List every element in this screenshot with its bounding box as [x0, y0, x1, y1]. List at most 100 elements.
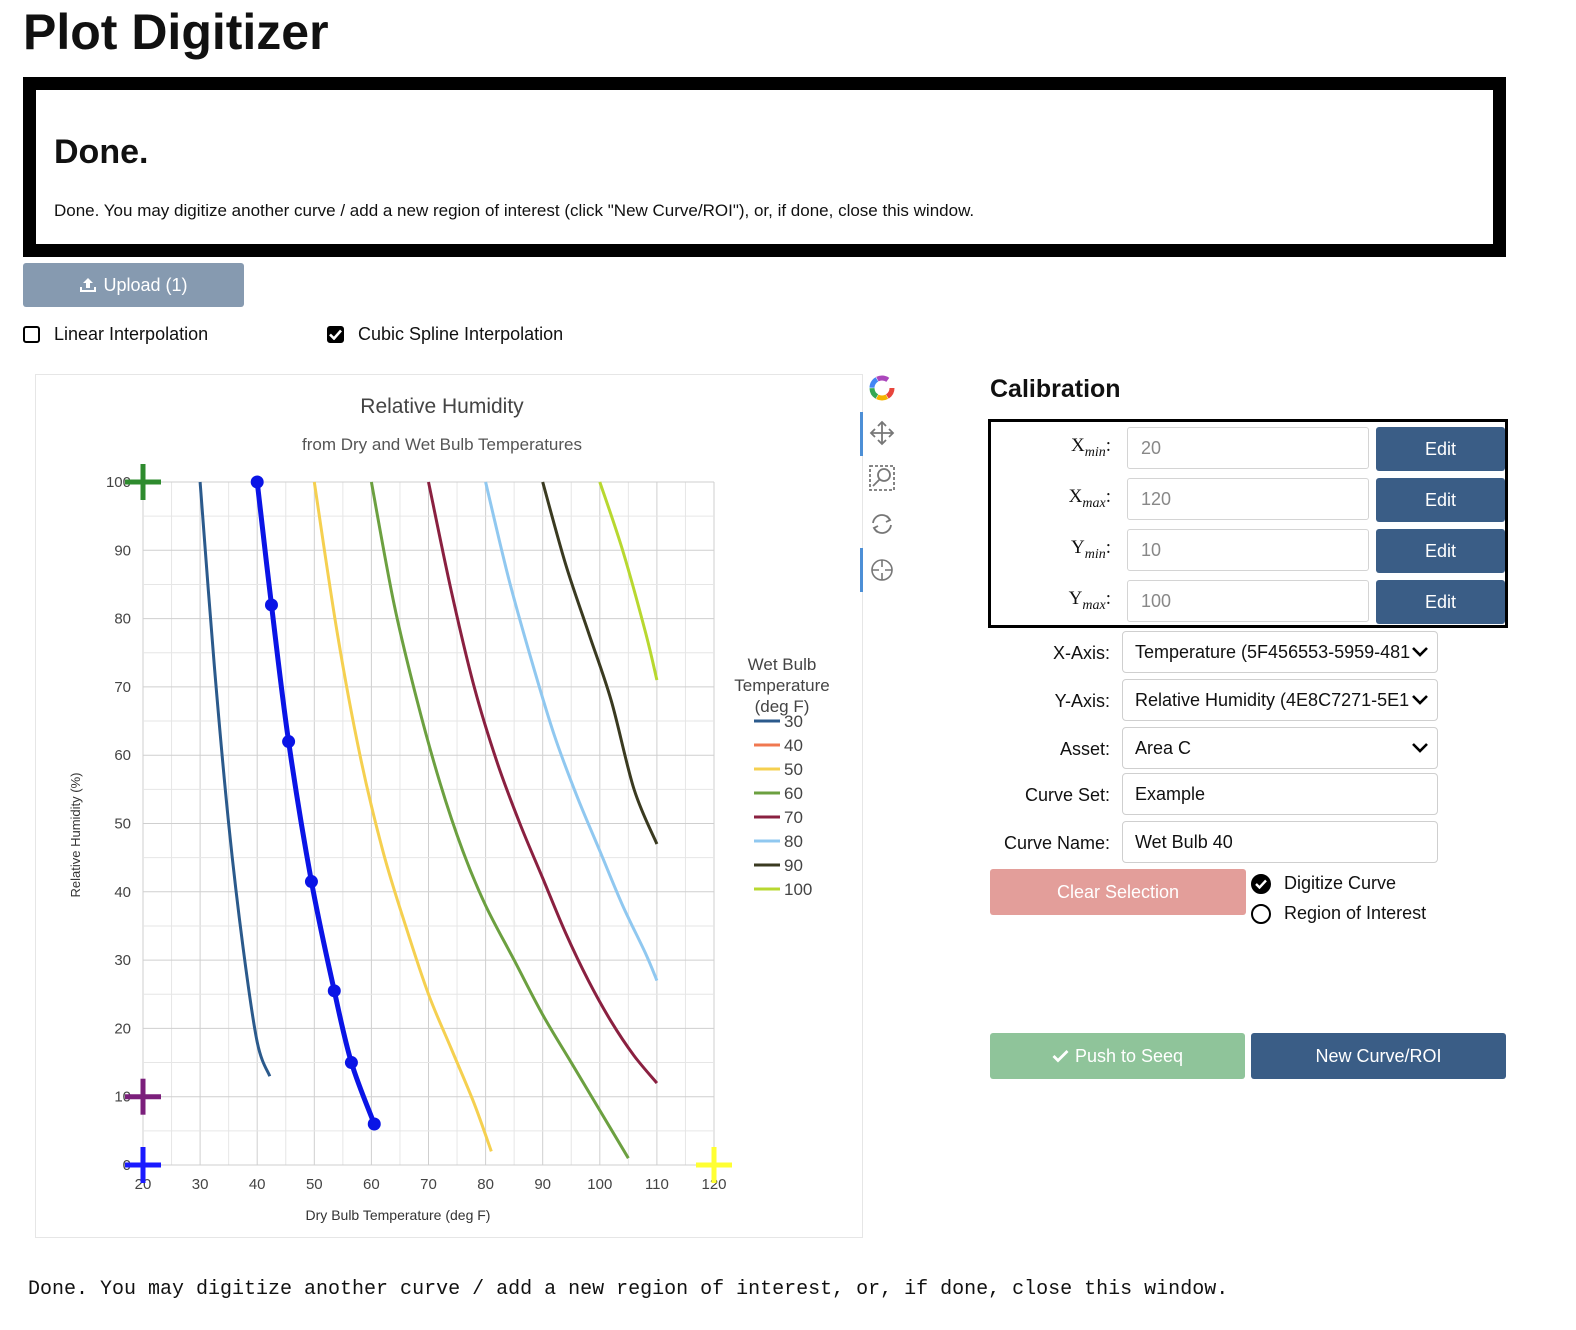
digitized-point[interactable] [304, 875, 318, 889]
cubic-interpolation-checkbox[interactable] [327, 326, 344, 343]
x-axis-label-text: X-Axis: [1052, 643, 1110, 663]
digitized-point[interactable] [250, 475, 264, 489]
digitized-point[interactable] [327, 984, 341, 998]
legend-label-40: 40 [784, 736, 803, 755]
plot-svg[interactable]: Relative Humidity from Dry and Wet Bulb … [36, 375, 862, 1237]
x-axis-value: Temperature (5F456553-5959-481 [1135, 641, 1411, 662]
page-title: Plot Digitizer [23, 4, 329, 60]
linear-interpolation-option[interactable]: Linear Interpolation [23, 324, 208, 345]
asset-select[interactable]: Area C [1122, 727, 1438, 769]
legend-label-30: 30 [784, 712, 803, 731]
series-line-50 [312, 481, 493, 1152]
xmin-input[interactable] [1127, 427, 1369, 469]
region-of-interest-radio[interactable] [1251, 903, 1271, 924]
upload-label: Upload (1) [103, 274, 188, 295]
series-line-60 [369, 481, 630, 1159]
digitize-curve-radio[interactable] [1251, 873, 1271, 894]
x-min-marker[interactable] [125, 1147, 161, 1183]
x-axis-label: Dry Bulb Temperature (deg F) [306, 1207, 491, 1223]
logo-icon[interactable] [866, 372, 898, 404]
x-tick-label: 80 [477, 1176, 494, 1193]
ymax-input[interactable] [1127, 580, 1369, 622]
y-axis-value: Relative Humidity (4E8C7271-5E1 [1135, 689, 1410, 710]
region-of-interest-label: Region of Interest [1284, 903, 1427, 923]
xmin-edit-button[interactable]: Edit [1376, 427, 1505, 471]
x-tick-label: 30 [192, 1176, 209, 1193]
legend: Wet Bulb Temperature (deg F)30 40 50 60 70 80 90… [734, 655, 829, 899]
y-tick-label: 100 [106, 474, 131, 491]
curve-name-label-text: Curve Name: [1003, 833, 1110, 853]
y-tick-label: 40 [114, 884, 131, 901]
x-max-marker[interactable] [696, 1147, 732, 1183]
curve-name-value: Wet Bulb 40 [1135, 831, 1233, 852]
status-heading: Done. [54, 133, 149, 171]
legend-label-70: 70 [784, 808, 803, 827]
curve-name-input[interactable]: Wet Bulb 40 [1122, 821, 1438, 863]
legend-title-line: Temperature [734, 676, 829, 695]
y-tick-label: 80 [114, 611, 131, 628]
xmin-label: Xmin: [1070, 435, 1111, 460]
box-zoom-icon[interactable] [866, 462, 898, 494]
y-min-marker[interactable] [125, 1078, 161, 1115]
push-to-seeq-label: Push to Seeq [1074, 1045, 1184, 1066]
linear-interpolation-label: Linear Interpolation [54, 324, 209, 344]
y-tick-label: 30 [114, 952, 131, 969]
clear-selection-button[interactable]: Clear Selection [990, 869, 1246, 915]
region-of-interest-option[interactable]: Region of Interest [1251, 903, 1426, 924]
xmax-edit-button[interactable]: Edit [1376, 478, 1505, 522]
legend-label-80: 80 [784, 832, 803, 851]
x-tick-label: 50 [306, 1176, 323, 1193]
ymin-label: Ymin: [1070, 537, 1111, 562]
series-line-100 [598, 481, 659, 681]
y-max-marker[interactable] [125, 464, 161, 500]
digitized-line [254, 481, 377, 1125]
digitize-curve-option[interactable]: Digitize Curve [1251, 873, 1396, 894]
ymin-edit-button[interactable]: Edit [1376, 529, 1505, 573]
y-tick-label: 10 [114, 1089, 131, 1106]
crosshair-icon[interactable] [866, 554, 898, 586]
x-axis-select[interactable]: Temperature (5F456553-5959-481 [1122, 631, 1438, 673]
ymin-input[interactable] [1127, 529, 1369, 571]
plot-toolbar [860, 372, 900, 602]
digitize-curve-label: Digitize Curve [1284, 873, 1397, 893]
plot-canvas[interactable]: Relative Humidity from Dry and Wet Bulb … [35, 374, 863, 1238]
tick-labels: 2030405060708090100110120010203040506070… [106, 474, 727, 1193]
push-to-seeq-button[interactable]: Push to Seeq [990, 1033, 1245, 1079]
chart-subtitle: from Dry and Wet Bulb Temperatures [302, 435, 582, 454]
active-tool-indicator-2 [860, 548, 863, 592]
y-axis-select[interactable]: Relative Humidity (4E8C7271-5E1 [1122, 679, 1438, 721]
new-curve-roi-button[interactable]: New Curve/ROI [1251, 1033, 1506, 1079]
curve-set-value: Example [1135, 783, 1206, 804]
legend-label-90: 90 [784, 856, 803, 875]
checkmark-icon [329, 329, 342, 340]
xmax-input[interactable] [1127, 478, 1369, 520]
checkmark-icon [1052, 1050, 1069, 1063]
legend-label-100: 100 [784, 880, 812, 899]
ymax-label: Ymax: [1068, 588, 1111, 613]
digitized-curve[interactable] [250, 475, 381, 1131]
pan-icon[interactable] [866, 417, 898, 449]
y-axis-label-text: Y-Axis: [1054, 691, 1110, 711]
digitized-point[interactable] [344, 1056, 358, 1070]
y-axis-label: Relative Humidity (%) [68, 773, 83, 898]
digitized-point[interactable] [264, 598, 278, 612]
asset-label-text: Asset: [1059, 739, 1110, 759]
cubic-interpolation-option[interactable]: Cubic Spline Interpolation [327, 324, 563, 345]
x-tick-label: 90 [534, 1176, 551, 1193]
linear-interpolation-checkbox[interactable] [23, 326, 40, 343]
upload-button[interactable]: Upload (1) [23, 263, 244, 307]
calibration-panel: Xmin: Edit Xmax: Edit Ymin: Edit Ymax: E… [988, 419, 1508, 628]
digitized-point[interactable] [367, 1117, 381, 1131]
legend-title-line: Wet Bulb [748, 655, 817, 674]
active-tool-indicator [860, 412, 863, 456]
series-line-90 [541, 481, 659, 845]
footer-status-message: Done. You may digitize another curve / a… [28, 1278, 1229, 1301]
asset-value: Area C [1135, 737, 1192, 758]
ymax-edit-button[interactable]: Edit [1376, 580, 1505, 624]
y-tick-label: 70 [114, 679, 131, 696]
curve-set-input[interactable]: Example [1122, 773, 1438, 815]
calibration-markers[interactable] [125, 464, 732, 1183]
digitized-point[interactable] [282, 735, 296, 749]
chart-title: Relative Humidity [360, 395, 524, 418]
reset-icon[interactable] [866, 508, 898, 540]
